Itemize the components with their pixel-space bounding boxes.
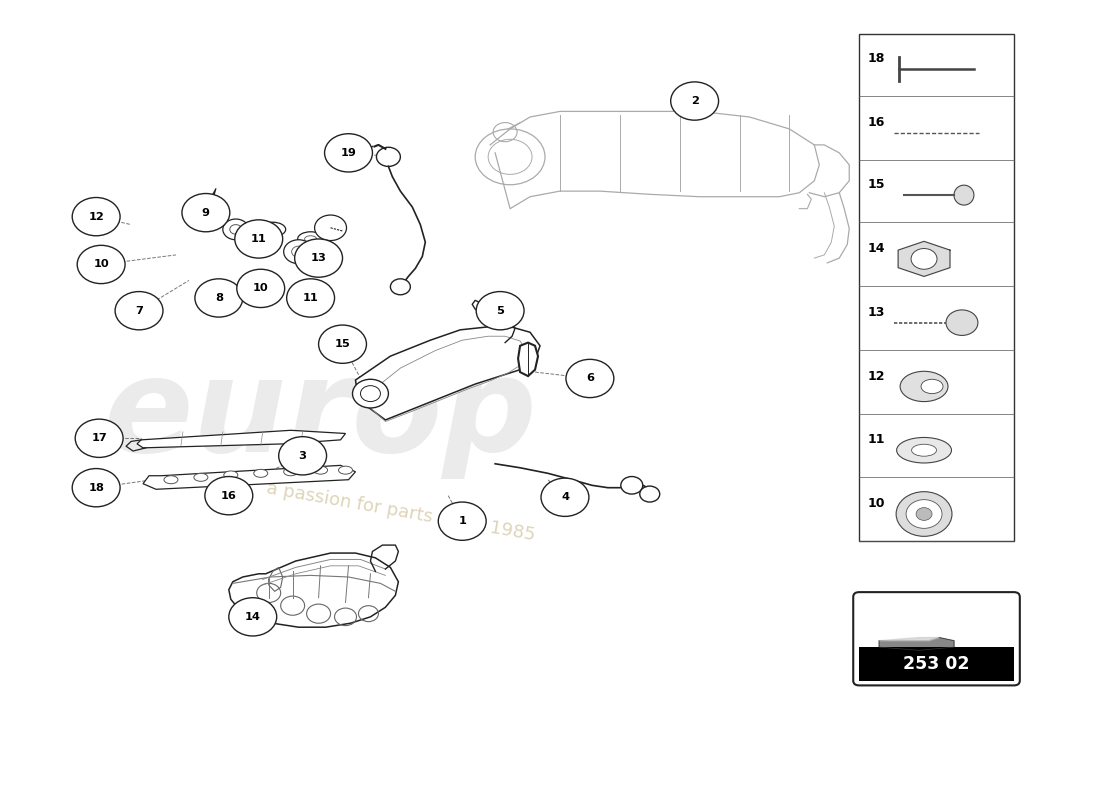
- Text: 11: 11: [251, 234, 266, 244]
- Circle shape: [287, 279, 334, 317]
- Circle shape: [315, 215, 346, 241]
- Text: 10: 10: [867, 497, 884, 510]
- Text: 13: 13: [310, 253, 327, 263]
- FancyBboxPatch shape: [859, 34, 1014, 541]
- Text: 11: 11: [867, 434, 884, 446]
- Text: 18: 18: [88, 482, 104, 493]
- Text: 15: 15: [867, 178, 884, 191]
- Text: 10: 10: [253, 283, 268, 294]
- Text: 2: 2: [691, 96, 698, 106]
- Ellipse shape: [912, 444, 936, 456]
- Text: 17: 17: [91, 434, 107, 443]
- Text: 253 02: 253 02: [903, 655, 970, 673]
- Circle shape: [352, 379, 388, 408]
- Ellipse shape: [339, 466, 352, 474]
- Ellipse shape: [223, 471, 238, 479]
- Text: 3: 3: [298, 451, 307, 461]
- Polygon shape: [143, 466, 355, 490]
- Text: 11: 11: [302, 293, 319, 303]
- Text: 7: 7: [135, 306, 143, 316]
- Text: 9: 9: [202, 208, 210, 218]
- Circle shape: [236, 270, 285, 307]
- Circle shape: [116, 291, 163, 330]
- Polygon shape: [879, 638, 939, 641]
- Text: 1: 1: [459, 516, 466, 526]
- Text: 16: 16: [221, 490, 236, 501]
- Circle shape: [73, 198, 120, 236]
- Text: 8: 8: [214, 293, 223, 303]
- Circle shape: [295, 239, 342, 278]
- Circle shape: [390, 279, 410, 294]
- Ellipse shape: [164, 476, 178, 484]
- Text: 19: 19: [341, 148, 356, 158]
- Circle shape: [671, 82, 718, 120]
- Circle shape: [278, 437, 327, 475]
- Circle shape: [324, 134, 373, 172]
- Circle shape: [75, 419, 123, 458]
- Ellipse shape: [896, 438, 951, 463]
- FancyBboxPatch shape: [854, 592, 1020, 686]
- Circle shape: [541, 478, 589, 516]
- Polygon shape: [898, 242, 950, 277]
- Circle shape: [483, 295, 502, 310]
- Text: europ: europ: [103, 353, 538, 479]
- Text: 4: 4: [561, 492, 569, 502]
- Circle shape: [77, 246, 125, 284]
- Text: 18: 18: [867, 52, 884, 66]
- Ellipse shape: [254, 470, 267, 478]
- Polygon shape: [229, 553, 398, 627]
- Circle shape: [566, 359, 614, 398]
- Circle shape: [182, 194, 230, 232]
- Circle shape: [640, 486, 660, 502]
- Circle shape: [229, 598, 277, 636]
- Text: 12: 12: [88, 212, 104, 222]
- FancyBboxPatch shape: [859, 647, 1014, 681]
- Circle shape: [896, 492, 951, 536]
- Ellipse shape: [191, 209, 220, 225]
- Ellipse shape: [284, 468, 298, 476]
- Circle shape: [73, 469, 120, 507]
- Circle shape: [319, 325, 366, 363]
- Circle shape: [251, 230, 280, 254]
- Ellipse shape: [954, 185, 974, 205]
- Polygon shape: [138, 430, 345, 448]
- Polygon shape: [518, 342, 538, 376]
- Ellipse shape: [921, 379, 943, 394]
- Text: 14: 14: [867, 242, 884, 255]
- Circle shape: [620, 477, 642, 494]
- Circle shape: [916, 508, 932, 520]
- Circle shape: [234, 220, 283, 258]
- Ellipse shape: [314, 466, 328, 474]
- Text: a passion for parts since 1985: a passion for parts since 1985: [265, 479, 536, 544]
- Text: 13: 13: [867, 306, 884, 319]
- Polygon shape: [879, 638, 954, 650]
- Circle shape: [946, 310, 978, 335]
- Text: 15: 15: [334, 339, 351, 349]
- Text: 6: 6: [586, 374, 594, 383]
- Circle shape: [223, 219, 249, 240]
- Text: 12: 12: [867, 370, 884, 382]
- Circle shape: [284, 240, 314, 264]
- Text: 10: 10: [94, 259, 109, 270]
- Circle shape: [438, 502, 486, 540]
- Text: 5: 5: [496, 306, 504, 316]
- Circle shape: [195, 279, 243, 317]
- Text: 14: 14: [245, 612, 261, 622]
- Polygon shape: [355, 326, 540, 420]
- Circle shape: [376, 147, 400, 166]
- Circle shape: [906, 500, 942, 528]
- Ellipse shape: [194, 474, 208, 482]
- Text: 16: 16: [867, 116, 884, 129]
- Circle shape: [911, 249, 937, 270]
- Ellipse shape: [298, 232, 323, 246]
- Ellipse shape: [260, 222, 286, 237]
- Circle shape: [205, 477, 253, 515]
- Circle shape: [476, 291, 524, 330]
- Ellipse shape: [900, 371, 948, 402]
